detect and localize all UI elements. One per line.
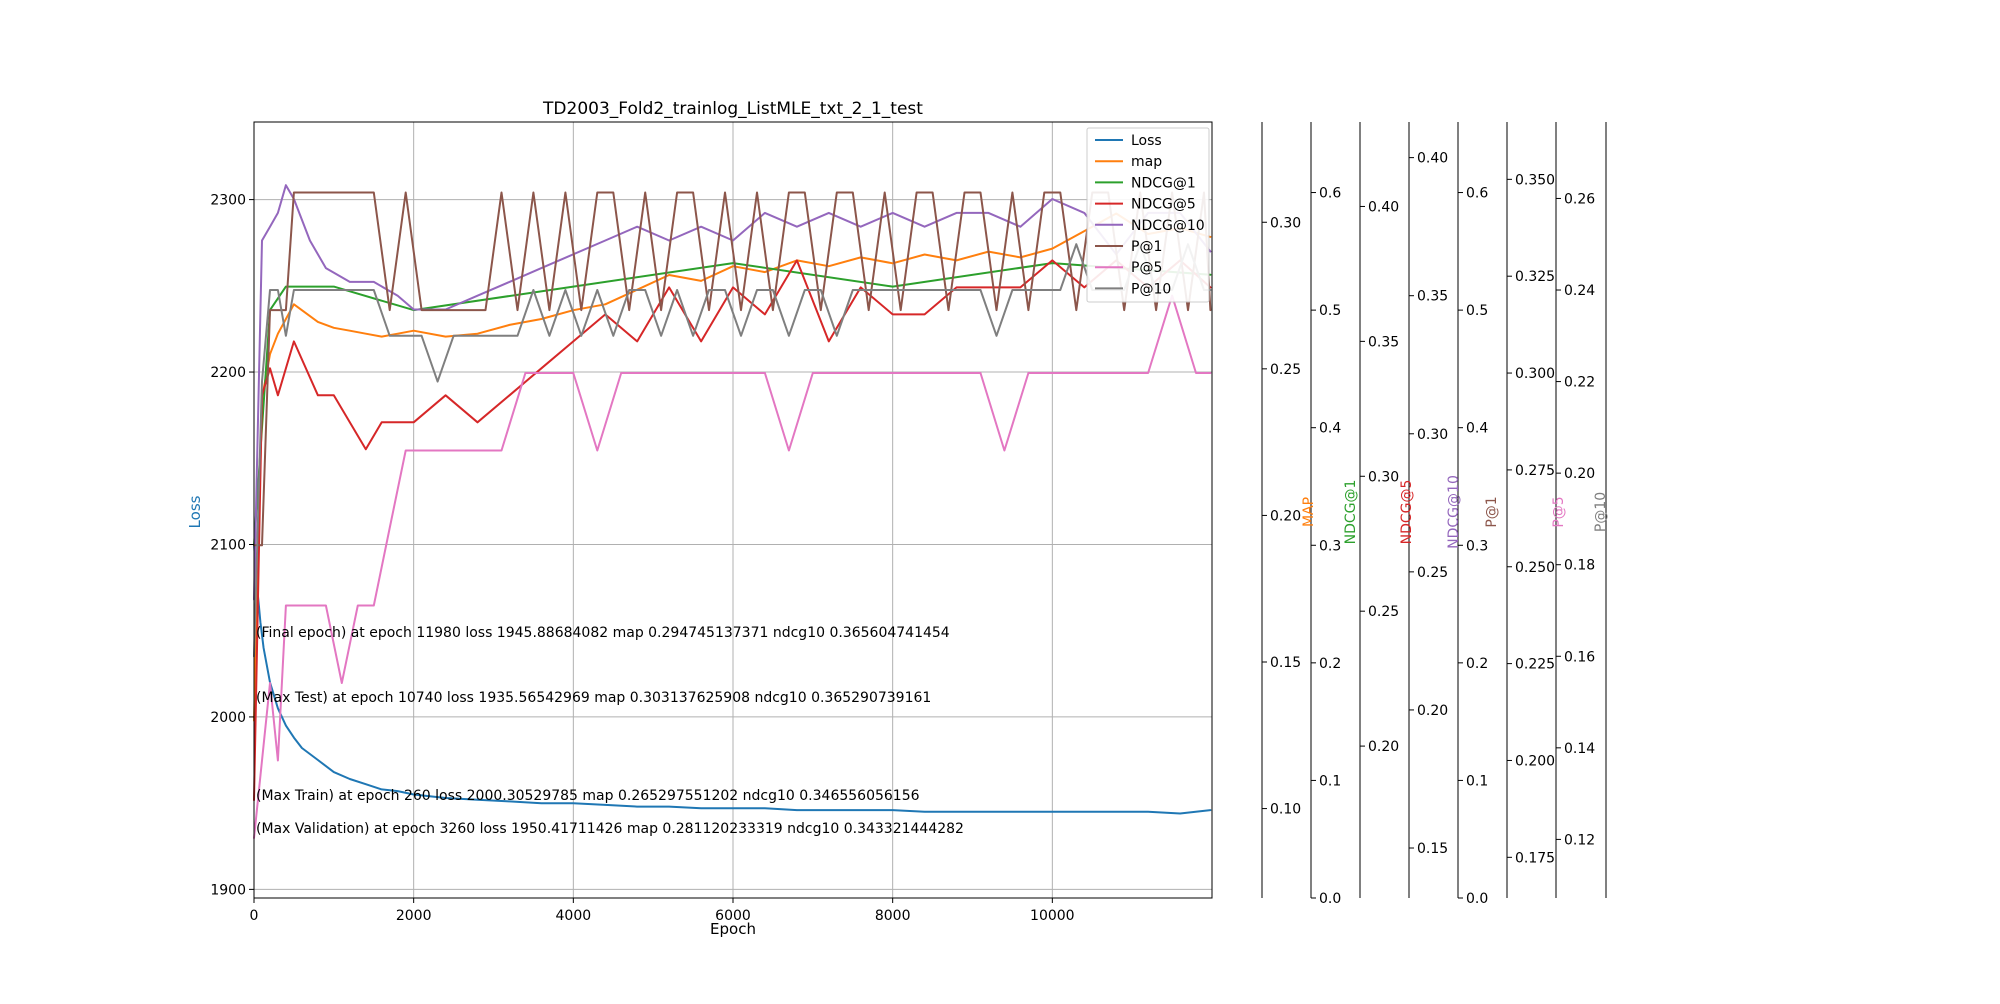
- right-axis-tick-label-p1: 0.4: [1466, 421, 1488, 437]
- right-axis-tick-label-p10: 0.20: [1564, 466, 1595, 482]
- right-axis-tick-label-p10: 0.16: [1564, 649, 1595, 665]
- x-tick-label: 8000: [875, 908, 911, 924]
- annotation-4: (Max Validation) at epoch 3260 loss 1950…: [256, 821, 964, 837]
- right-axis-tick-label-ndcg1: 0.5: [1319, 303, 1341, 319]
- right-axis-tick-label-p5: 0.250: [1515, 560, 1555, 576]
- series-line-ndcg-1: [253, 262, 1212, 547]
- annotation-3: (Max Train) at epoch 260 loss 2000.30529…: [256, 788, 920, 804]
- right-axis-tick-label-p1: 0.2: [1466, 656, 1488, 672]
- right-axis-tick-label-p5: 0.200: [1515, 753, 1555, 769]
- series-line-ndcg-5: [253, 259, 1212, 802]
- right-axis-title-p1: NDCG@10: [1446, 475, 1462, 549]
- right-axis-tick-label-ndcg5: 0.35: [1368, 334, 1399, 350]
- right-axis-tick-label-ndcg10: 0.15: [1417, 841, 1448, 857]
- right-axis-tick-label-ndcg1: 0.1: [1319, 773, 1341, 789]
- y-tick-label-loss: 2000: [210, 710, 246, 726]
- right-axis-tick-label-ndcg5: 0.30: [1368, 469, 1399, 485]
- right-axis-tick-label-ndcg1: 0.0: [1319, 891, 1341, 907]
- annotation-layer: (Final epoch) at epoch 11980 loss 1945.8…: [256, 625, 964, 837]
- series-line-p-10: [253, 243, 1212, 658]
- right-axis-tick-label-ndcg10: 0.35: [1417, 289, 1448, 305]
- right-axis-tick-label-p10: 0.18: [1564, 558, 1595, 574]
- right-axis-tick-label-ndcg1: 0.6: [1319, 186, 1341, 202]
- right-axis-title-ndcg10: NDCG@5: [1399, 480, 1415, 545]
- right-axis-tick-label-ndcg5: 0.40: [1368, 199, 1399, 215]
- y-tick-label-loss: 2300: [210, 193, 246, 209]
- x-tick-label: 4000: [556, 908, 592, 924]
- series-line-p-1: [253, 191, 1212, 547]
- right-axis-tick-label-p5: 0.350: [1515, 172, 1555, 188]
- right-axis-tick-label-p1: 0.5: [1466, 303, 1488, 319]
- right-axis-tick-label-p1: 0.6: [1466, 186, 1488, 202]
- right-axis-tick-label-p5: 0.275: [1515, 463, 1555, 479]
- right-axis-title-ndcg5: NDCG@1: [1343, 480, 1359, 545]
- right-axis-tick-label-ndcg10: 0.40: [1417, 151, 1448, 167]
- right-axis-title-p10: P@5: [1551, 496, 1567, 527]
- legend-label-p-1: P@1: [1131, 239, 1162, 255]
- right-axis-tick-label-p10: 0.26: [1564, 191, 1595, 207]
- right-axis-tick-label-ndcg10: 0.20: [1417, 703, 1448, 719]
- right-axis-tick-label-p5: 0.300: [1515, 366, 1555, 382]
- legend-label-loss: Loss: [1131, 133, 1162, 149]
- right-axis-tick-label-ndcg1: 0.2: [1319, 656, 1341, 672]
- right-axis-title-p5: P@1: [1484, 496, 1500, 527]
- right-axis-tick-label-p10: 0.12: [1564, 832, 1595, 848]
- y-tick-label-loss: 1900: [210, 882, 246, 898]
- x-axis-title: Epoch: [710, 920, 756, 938]
- annotation-1: (Final epoch) at epoch 11980 loss 1945.8…: [256, 625, 950, 641]
- series-line-p-5: [253, 294, 1212, 839]
- x-tick-label: 10000: [1030, 908, 1075, 924]
- right-axis-tick-label-map: 0.20: [1270, 508, 1301, 524]
- legend-label-map: map: [1131, 154, 1162, 170]
- legend-label-ndcg-1: NDCG@1: [1131, 175, 1196, 191]
- right-axis-tick-label-ndcg1: 0.3: [1319, 538, 1341, 554]
- right-axis-title-ndcg1: MAP: [1301, 497, 1317, 527]
- y-tick-label-loss: 2100: [210, 537, 246, 553]
- right-axis-tick-label-p5: 0.325: [1515, 269, 1555, 285]
- legend-label-ndcg-10: NDCG@10: [1131, 218, 1205, 234]
- legend-label-ndcg-5: NDCG@5: [1131, 197, 1196, 213]
- y-tick-label-loss: 2200: [210, 365, 246, 381]
- x-tick-label: 0: [250, 908, 259, 924]
- right-axis-tick-label-ndcg5: 0.20: [1368, 739, 1399, 755]
- right-axis-tick-label-p10: 0.22: [1564, 375, 1595, 391]
- y-axis-title-loss: Loss: [186, 495, 204, 528]
- right-axis-tick-label-ndcg1: 0.4: [1319, 421, 1341, 437]
- plot-layer: [253, 184, 1212, 839]
- right-axis-tick-label-map: 0.10: [1270, 802, 1301, 818]
- right-axis-tick-label-ndcg10: 0.30: [1417, 427, 1448, 443]
- legend: Loss map NDCG@1 NDCG@5 NDCG@10 P@1 P@5 P@10: [1086, 127, 1210, 303]
- x-tick-label: 2000: [396, 908, 432, 924]
- right-axis-title-extra: P@10: [1593, 492, 1609, 532]
- legend-box: [1086, 127, 1210, 303]
- legend-label-p-5: P@5: [1131, 260, 1162, 276]
- right-axis-tick-label-map: 0.30: [1270, 215, 1301, 231]
- right-axis-tick-label-p1: 0.1: [1466, 773, 1488, 789]
- series-line-ndcg-10: [253, 184, 1212, 601]
- x-tick-label: 6000: [715, 908, 751, 924]
- right-axis-tick-label-p5: 0.225: [1515, 657, 1555, 673]
- right-axis-tick-label-p10: 0.24: [1564, 283, 1595, 299]
- series-line-loss: [253, 543, 1212, 815]
- right-axis-tick-label-p10: 0.14: [1564, 741, 1595, 757]
- right-axis-tick-label-map: 0.25: [1270, 362, 1301, 378]
- axis-layer: 0 2000 4000 6000 8000 10000 1900 2000 2100 2200 23…: [210, 121, 1609, 924]
- right-axis-tick-label-p5: 0.175: [1515, 850, 1555, 866]
- right-axis-tick-label-ndcg10: 0.25: [1417, 565, 1448, 581]
- right-axis-tick-label-map: 0.15: [1270, 655, 1301, 671]
- right-axis-tick-label-p1: 0.3: [1466, 538, 1488, 554]
- right-axis-tick-label-p1: 0.0: [1466, 891, 1488, 907]
- right-axis-tick-label-ndcg5: 0.25: [1368, 604, 1399, 620]
- chart-title: TD2003_Fold2_trainlog_ListMLE_txt_2_1_te…: [542, 99, 923, 119]
- legend-label-p-10: P@10: [1131, 281, 1171, 297]
- annotation-2: (Max Test) at epoch 10740 loss 1935.5654…: [256, 690, 931, 706]
